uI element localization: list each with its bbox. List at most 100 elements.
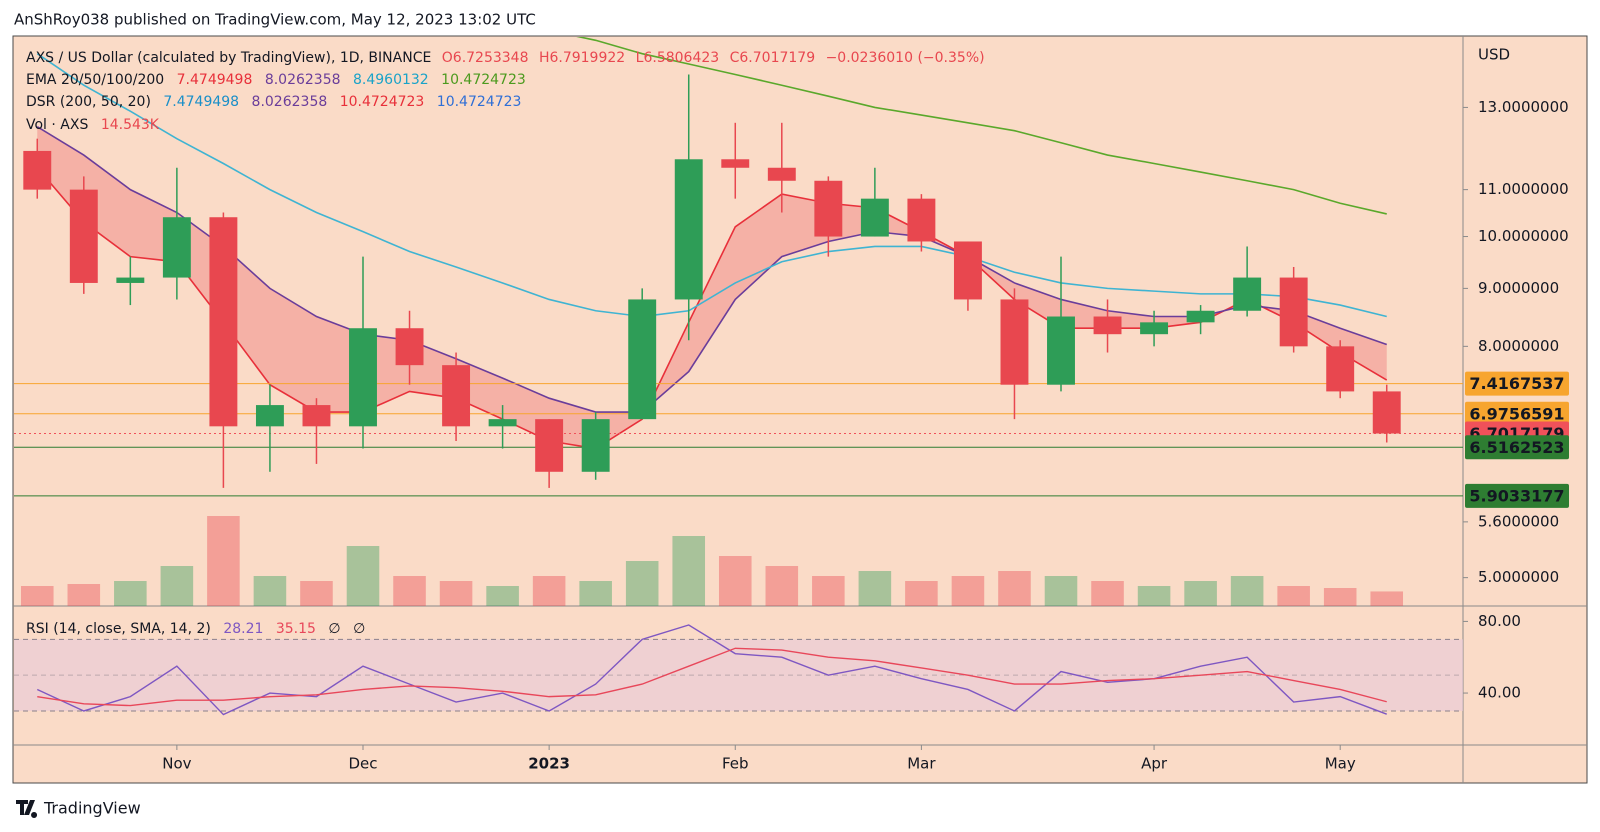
volume-bar <box>672 536 706 606</box>
volume-bar <box>1091 581 1124 606</box>
ema-value: 8.4960132 <box>353 72 429 88</box>
volume-bar <box>160 566 194 606</box>
rsi-pane <box>14 624 1463 716</box>
y-tick-label: 10.0000000 <box>1478 227 1569 245</box>
y-tick-label: 13.0000000 <box>1478 98 1569 116</box>
rsi-value: ∅ <box>353 621 365 637</box>
volume-bar <box>486 586 519 606</box>
volume-bar <box>998 571 1031 606</box>
volume-bar <box>905 581 938 606</box>
legend-row: DSR (200, 50, 20) 7.4749498 8.0262358 10… <box>26 94 521 110</box>
candle-body <box>302 405 331 427</box>
symbol-title: AXS / US Dollar (calculated by TradingVi… <box>26 50 431 66</box>
ohlc-close: C6.7017179 <box>730 50 815 66</box>
ohlc-open: O6.7253348 <box>442 50 529 66</box>
volume-bar <box>1277 586 1310 606</box>
volume-bar <box>579 581 612 606</box>
candle-body <box>116 277 145 283</box>
x-tick-label: 2023 <box>528 755 570 773</box>
candle-body <box>255 405 284 427</box>
ohlc-high: H6.7919922 <box>539 50 625 66</box>
brand-name: TradingView <box>43 799 141 818</box>
dsr-title: DSR (200, 50, 20) <box>26 94 151 110</box>
rsi-value: 35.15 <box>276 621 316 637</box>
volume-bar <box>625 561 659 606</box>
x-tick-label: Nov <box>162 755 191 773</box>
candle-body <box>1000 299 1029 385</box>
candle-body <box>1372 391 1401 434</box>
y-tick-label: 5.0000000 <box>1478 568 1559 586</box>
price-label: 6.9756591 <box>1469 404 1564 423</box>
candle-body <box>814 180 843 237</box>
volume-bar <box>1137 586 1171 606</box>
volume-bar <box>765 566 799 606</box>
rsi-line <box>37 647 1387 707</box>
candle-body <box>1093 316 1122 335</box>
legend-row: EMA 20/50/100/200 7.4749498 8.0262358 8.… <box>26 72 526 88</box>
candle-body <box>23 150 52 190</box>
volume-bar <box>67 584 101 606</box>
volume-bar <box>253 576 287 606</box>
candle-body <box>162 217 191 278</box>
volume-bar <box>1230 576 1264 606</box>
price-label: 6.5162523 <box>1469 438 1564 457</box>
volume-bar <box>951 576 985 606</box>
ema-title: EMA 20/50/100/200 <box>26 72 164 88</box>
candle-body <box>1233 277 1262 311</box>
volume-bar <box>718 556 752 606</box>
price-label-box <box>1465 483 1569 508</box>
dsr-value: 8.0262358 <box>252 94 328 110</box>
candle-body <box>1047 316 1075 385</box>
candle-body <box>767 167 796 181</box>
candle-body <box>674 159 703 300</box>
ohlc-low: L6.5806423 <box>636 50 720 66</box>
volume-bar <box>346 546 380 606</box>
volume-bar <box>393 576 426 606</box>
dsr-value: 10.4724723 <box>340 94 425 110</box>
volume-bar <box>532 576 566 606</box>
x-tick-label: Apr <box>1141 755 1168 773</box>
legend: AXS / US Dollar (calculated by TradingVi… <box>26 50 985 637</box>
vol-title: Vol · AXS <box>26 117 88 133</box>
vol-value: 14.543K <box>101 117 160 133</box>
y-tick-label: 9.0000000 <box>1478 279 1559 297</box>
ema-line <box>36 126 1387 413</box>
candle-body <box>1186 310 1215 323</box>
footer: TradingView <box>16 799 141 818</box>
price-label-box <box>1465 435 1569 460</box>
volume-bar <box>114 581 147 606</box>
x-tick-label: May <box>1325 755 1356 773</box>
candle-body <box>1326 346 1355 392</box>
volume-bar <box>207 516 240 606</box>
price-label: 5.9033177 <box>1469 486 1564 505</box>
y-tick-label: 5.6000000 <box>1478 512 1559 530</box>
legend-row: RSI (14, close, SMA, 14, 2) 28.21 35.15 … <box>26 621 365 637</box>
ema-line <box>36 53 1387 318</box>
volume-bar <box>1044 576 1078 606</box>
y-tick-label: 11.0000000 <box>1478 180 1569 198</box>
candle-body <box>860 198 889 237</box>
rsi-value: 28.21 <box>223 621 263 637</box>
currency-label: USD <box>1478 46 1510 64</box>
legend-row: Vol · AXS 14.543K <box>26 117 160 133</box>
volume-bar <box>812 576 845 606</box>
x-tick-label: Feb <box>722 755 749 773</box>
volume-bar <box>1323 588 1357 606</box>
volume-bar <box>858 571 892 606</box>
candle-body <box>442 365 471 427</box>
dsr-value: 10.4724723 <box>437 94 522 110</box>
price-pane <box>14 37 1463 606</box>
candle-body <box>395 328 424 366</box>
ema-line <box>576 37 1387 215</box>
volume-bar <box>300 581 333 606</box>
candle-body <box>69 189 98 283</box>
volume-bar <box>439 581 473 606</box>
y-tick-label: 8.0000000 <box>1478 337 1559 355</box>
candle-body <box>535 419 564 472</box>
candle-body <box>1279 277 1308 347</box>
y-tick-label: 40.00 <box>1478 684 1521 702</box>
candle-body <box>581 419 610 472</box>
ema-value: 7.4749498 <box>177 72 253 88</box>
candle-body <box>1140 322 1169 335</box>
price-label-box <box>1465 371 1569 396</box>
